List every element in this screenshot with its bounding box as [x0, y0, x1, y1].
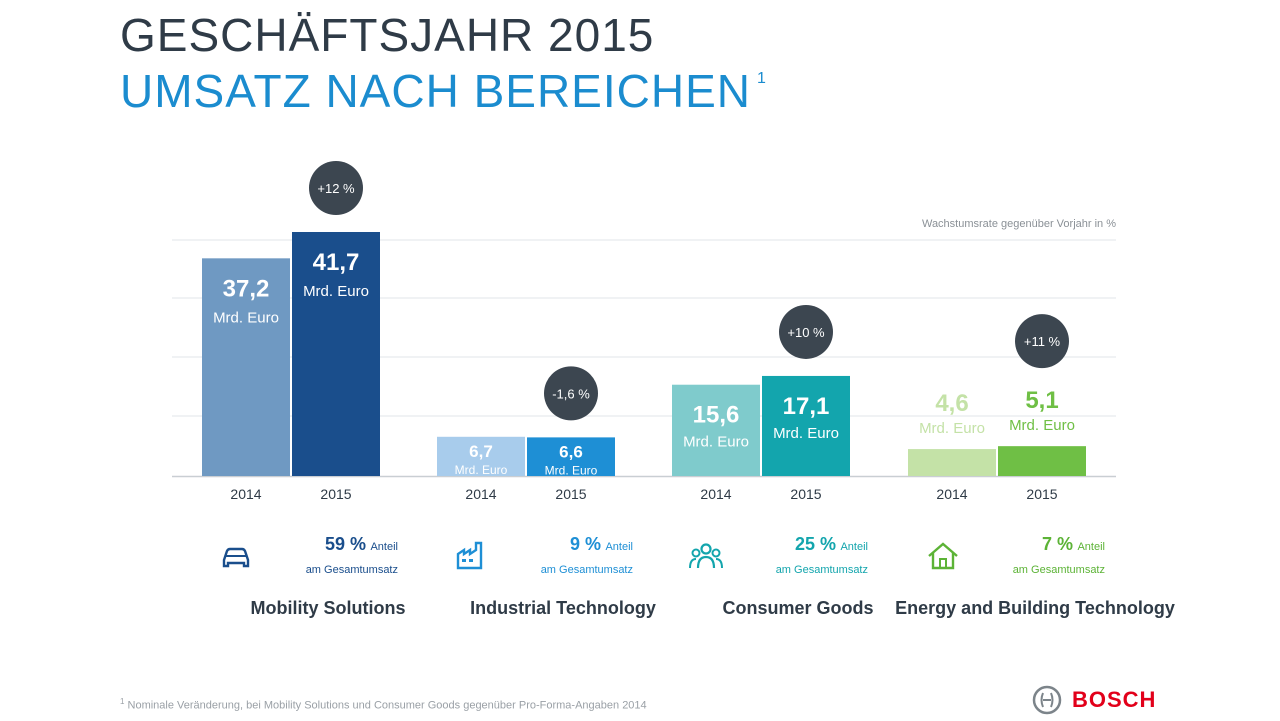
segment-name: Consumer Goods — [722, 598, 874, 618]
x-tick-label: 2015 — [555, 486, 586, 502]
data-label-unit: Mrd. Euro — [455, 463, 508, 477]
data-label-unit: Mrd. Euro — [919, 420, 985, 437]
footnote: 1 Nominale Veränderung, bei Mobility Sol… — [120, 697, 647, 712]
share-row: 59 % Anteil — [218, 534, 398, 555]
data-label-unit: Mrd. Euro — [545, 463, 598, 477]
segment-name: Industrial Technology — [470, 598, 656, 618]
subtitle-text: UMSATZ NACH BEREICHEN — [120, 65, 751, 117]
growth-badge — [1015, 314, 1069, 369]
share-row: 7 % Anteil — [925, 534, 1105, 555]
x-tick-label: 2015 — [790, 486, 821, 502]
growth-badge — [309, 161, 363, 215]
x-tick-label: 2015 — [1026, 486, 1057, 502]
logo-text: BOSCH — [1072, 687, 1157, 712]
data-label-unit: Mrd. Euro — [683, 434, 749, 451]
data-label-unit: Mrd. Euro — [773, 425, 839, 442]
bosch-emblem-icon — [1032, 685, 1062, 715]
growth-badge — [779, 304, 833, 359]
share-percent: 9 % — [569, 534, 602, 554]
bar-2014 — [202, 258, 290, 476]
house-icon — [928, 542, 958, 570]
data-label-value: 6,7 — [469, 442, 493, 461]
growth-badge-label: +11 % — [1024, 334, 1061, 349]
data-label-value: 37,2 — [223, 275, 270, 302]
share-sub: am Gesamtumsatz — [540, 564, 633, 576]
share-sub: am Gesamtumsatz — [1012, 564, 1105, 576]
bar-2015 — [998, 446, 1086, 476]
data-label-value: 4,6 — [935, 390, 968, 417]
page-subtitle: UMSATZ NACH BEREICHEN 1 — [120, 64, 767, 118]
page-title: GESCHÄFTSJAHR 2015 — [120, 9, 655, 61]
data-label-value: 41,7 — [313, 249, 360, 276]
growth-badge-label: +10 % — [787, 325, 825, 340]
segment-name: Energy and Building Technology — [895, 598, 1175, 618]
bar-2014 — [437, 436, 525, 476]
subtitle-footnote-mark: 1 — [756, 70, 767, 87]
share-row: 25 % Anteil — [688, 534, 868, 555]
data-label-value: 5,1 — [1025, 387, 1058, 414]
bar-2015 — [762, 375, 850, 476]
share-sub: am Gesamtumsatz — [775, 564, 868, 576]
share-percent: 59 % — [324, 534, 367, 554]
car-icon — [222, 547, 250, 568]
data-label-value: 15,6 — [693, 402, 740, 429]
footnote-mark: 1 — [120, 697, 125, 706]
share-label: Anteil — [605, 541, 633, 553]
bar-2014 — [908, 449, 996, 476]
growth-badge-label: +12 % — [317, 181, 355, 196]
share-sub: am Gesamtumsatz — [305, 564, 398, 576]
share-percent: 7 % — [1041, 534, 1074, 554]
footnote-text: Nominale Veränderung, bei Mobility Solut… — [127, 699, 647, 712]
data-label-value: 17,1 — [783, 393, 830, 420]
bar-2015 — [527, 437, 615, 476]
bosch-logo: BOSCH — [1032, 685, 1172, 715]
bar-2014 — [672, 384, 760, 476]
x-tick-label: 2014 — [465, 486, 496, 502]
growth-badge-label: -1,6 % — [552, 386, 590, 401]
bar-2015 — [292, 232, 380, 476]
data-label-unit: Mrd. Euro — [1009, 417, 1075, 434]
people-icon — [689, 543, 723, 569]
x-tick-label: 2014 — [230, 486, 261, 502]
x-tick-label: 2014 — [936, 486, 967, 502]
data-label-value: 6,6 — [559, 442, 583, 461]
x-tick-label: 2015 — [320, 486, 351, 502]
factory-icon — [456, 541, 483, 570]
share-row: 9 % Anteil — [453, 534, 633, 555]
data-label-unit: Mrd. Euro — [303, 283, 369, 300]
growth-badge — [544, 366, 598, 421]
data-label-unit: Mrd. Euro — [213, 309, 279, 326]
growth-note: Wachstumsrate gegenüber Vorjahr in % — [921, 218, 1116, 230]
share-label: Anteil — [370, 541, 398, 553]
share-label: Anteil — [1077, 541, 1105, 553]
share-label: Anteil — [840, 541, 868, 553]
share-percent: 25 % — [794, 534, 837, 554]
segment-name: Mobility Solutions — [250, 598, 406, 618]
x-tick-label: 2014 — [700, 486, 731, 502]
